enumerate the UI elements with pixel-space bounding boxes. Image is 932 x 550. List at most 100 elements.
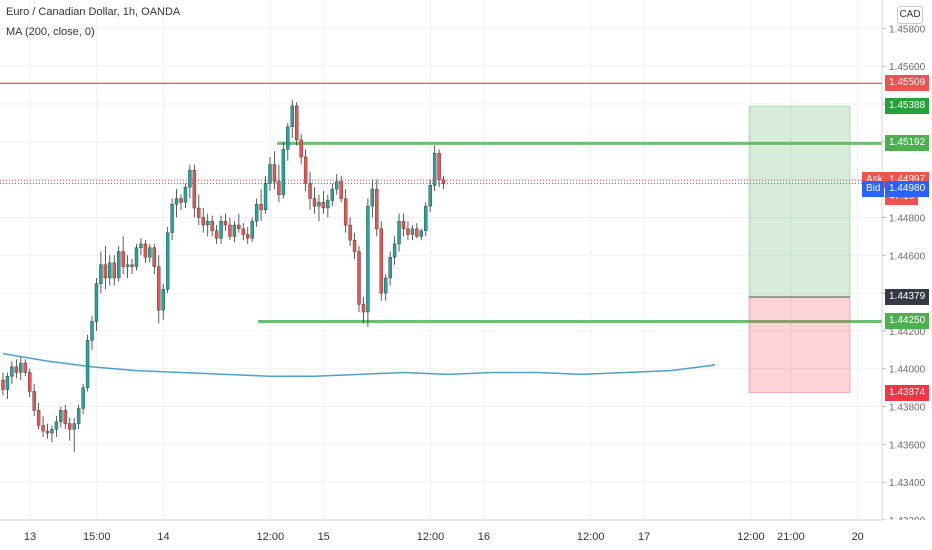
candle <box>357 245 361 312</box>
candle-body <box>32 391 36 411</box>
candle-body <box>406 228 410 235</box>
candle-body <box>343 198 348 226</box>
candle-body <box>437 152 441 180</box>
price-tick-label: 1.45600 <box>889 62 926 73</box>
candle <box>432 145 437 191</box>
candle-body <box>76 408 81 424</box>
candle-body <box>99 264 103 284</box>
candle-body <box>326 200 330 209</box>
candle <box>76 404 81 430</box>
time-tick-label: 17 <box>638 531 650 543</box>
candle-body <box>432 152 437 186</box>
candle-body <box>241 228 246 235</box>
candle <box>63 404 67 430</box>
long-position-tool[interactable] <box>748 105 851 394</box>
candle-body <box>214 230 219 239</box>
candle-body <box>5 376 10 390</box>
candle-body <box>143 243 148 258</box>
bid-label: Bid <box>862 180 885 197</box>
candle <box>366 198 370 328</box>
time-axis[interactable]: 13 15:00 14 12:00 15 12:00 16 12:00 17 12:00 21:00… <box>0 519 932 550</box>
candle-body <box>370 188 375 207</box>
candle <box>281 141 286 199</box>
candle <box>237 213 241 233</box>
price-tick-label: 1.44600 <box>889 251 926 262</box>
candle-body <box>410 228 415 235</box>
candle <box>125 255 130 278</box>
candle-body <box>94 283 99 322</box>
candle-body <box>317 202 321 207</box>
candle <box>174 189 179 218</box>
candle-body <box>134 247 139 267</box>
symbol-title: Euro / Canadian Dollar, 1h, OANDA <box>6 6 181 18</box>
candle-body <box>188 169 192 188</box>
candle <box>99 251 103 294</box>
candle-body <box>183 186 188 203</box>
candle <box>401 213 406 237</box>
candle-body <box>68 423 72 430</box>
candle <box>410 225 415 241</box>
candle-body <box>152 247 157 267</box>
candle <box>219 215 223 244</box>
candle-body <box>392 243 397 258</box>
candle <box>108 255 112 286</box>
candle-body <box>308 183 312 199</box>
time-tick-label: 15:00 <box>83 531 111 543</box>
candle <box>437 149 441 188</box>
candle <box>286 122 290 161</box>
candle-body <box>45 430 50 434</box>
candle <box>290 100 294 139</box>
price-axis[interactable]: 1.458001.456001.454001.452001.450001.448… <box>881 0 932 550</box>
candle <box>397 213 401 252</box>
indicator-legend[interactable]: MA (200, close, 0) <box>6 26 95 38</box>
candle-body <box>179 198 183 203</box>
candle <box>223 213 228 231</box>
candle-body <box>170 204 174 233</box>
candle <box>250 217 254 243</box>
candle <box>370 179 375 218</box>
candle-body <box>63 410 67 424</box>
candle <box>50 425 54 443</box>
candle <box>201 208 205 233</box>
range-top-price-tag: 1.45192 <box>885 135 930 152</box>
candle <box>343 189 348 233</box>
currency-selector[interactable]: CAD <box>897 6 923 24</box>
candle-body <box>375 188 379 230</box>
candle <box>183 183 188 208</box>
horizontal-levels <box>0 82 882 323</box>
candle-body <box>286 126 290 150</box>
price-tick-label: 1.44200 <box>889 327 926 338</box>
candle-body <box>19 362 23 373</box>
time-tick-label: 12:00 <box>417 531 445 543</box>
candle-body <box>174 198 179 205</box>
candle-body <box>441 179 446 184</box>
candle <box>1 372 5 396</box>
stop-price-tag: 1.43874 <box>885 384 930 401</box>
candle-body <box>161 289 165 311</box>
candle <box>424 202 428 237</box>
candle-body <box>428 185 432 207</box>
candle-body <box>397 221 401 245</box>
candle <box>419 228 423 241</box>
profit-zone <box>748 105 851 298</box>
candle-body <box>277 181 281 195</box>
price-axis-bg <box>882 0 932 550</box>
candle-body <box>281 149 286 195</box>
candle-body <box>54 421 59 430</box>
candle <box>121 236 125 275</box>
candle-body <box>250 221 254 239</box>
candle-body <box>148 247 152 258</box>
bid-price-tag: 1.44980 <box>885 180 930 197</box>
candle-body <box>357 251 361 305</box>
candle <box>263 175 268 214</box>
candle-body <box>210 221 214 231</box>
candle <box>406 221 410 241</box>
candle <box>295 102 299 146</box>
candle <box>134 243 139 271</box>
candle-body <box>90 321 94 341</box>
price-tick-label: 1.44000 <box>889 365 926 376</box>
candle-body <box>139 243 143 248</box>
candle <box>148 243 152 263</box>
candle-body <box>259 204 263 211</box>
